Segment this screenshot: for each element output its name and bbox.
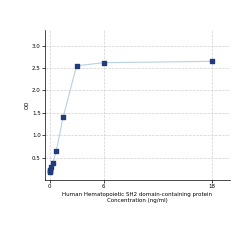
Point [48,169,52,173]
Point [61,115,65,119]
Point [48,168,52,172]
Point [48,170,52,174]
Point [74,64,78,68]
Point [102,61,106,65]
Point [210,59,214,63]
Y-axis label: OD: OD [24,101,29,109]
Point [54,149,58,153]
Point [49,166,53,170]
X-axis label: Human Hematopoietic SH2 domain-containing protein
Concentration (ng/ml): Human Hematopoietic SH2 domain-containin… [62,192,212,203]
Point [51,161,55,165]
